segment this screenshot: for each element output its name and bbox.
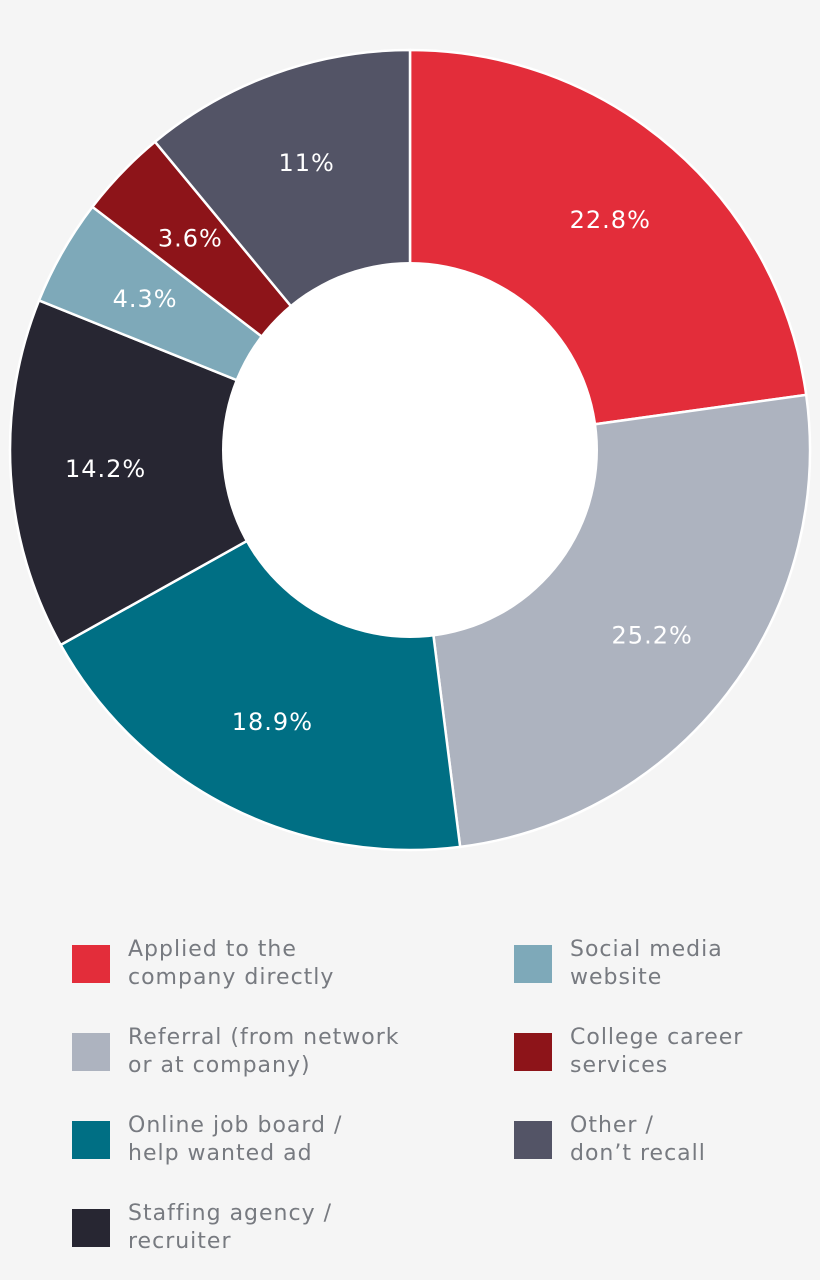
legend-label-line: services — [570, 1053, 669, 1078]
legend-label-line: Social media — [570, 937, 723, 962]
donut-hole — [222, 262, 598, 638]
slice-value-label: 18.9% — [232, 708, 313, 736]
legend-label-line: Applied to the — [128, 937, 297, 962]
slice-value-label: 14.2% — [65, 455, 146, 483]
legend-label: Online job board / help wanted ad — [128, 1112, 342, 1168]
legend-label: Referral (from network or at company) — [128, 1024, 400, 1080]
legend-label-line: Referral (from network — [128, 1025, 400, 1050]
legend-item: Staffing agency / recruiter — [72, 1200, 332, 1256]
legend-swatch — [514, 1121, 552, 1159]
legend-label-line: or at company) — [128, 1053, 311, 1078]
legend-label: College career services — [570, 1024, 743, 1080]
legend-label-line: website — [570, 965, 663, 990]
legend-item: Social media website — [514, 936, 723, 992]
slice-value-label: 4.3% — [113, 285, 178, 313]
legend-item: College career services — [514, 1024, 743, 1080]
legend-label-line: company directly — [128, 965, 335, 990]
legend-label-line: College career — [570, 1025, 744, 1050]
slice-value-label: 3.6% — [158, 224, 223, 252]
chart-slice-labels: 22.8% 25.2% 18.9% 14.2% 4.3% 3.6% 11% — [65, 149, 693, 736]
legend-swatch — [72, 1121, 110, 1159]
legend-label-line: recruiter — [128, 1229, 232, 1254]
legend-label-line: Staffing agency / — [128, 1201, 333, 1226]
legend-swatch — [72, 1033, 110, 1071]
slice-value-label: 11% — [279, 149, 335, 177]
legend-item: Referral (from network or at company) — [72, 1024, 400, 1080]
slice-value-label: 22.8% — [570, 206, 651, 234]
legend-item: Other / don’t recall — [514, 1112, 706, 1168]
legend-label: Other / don’t recall — [570, 1112, 706, 1168]
slice-value-label: 25.2% — [612, 621, 693, 649]
legend-label: Staffing agency / recruiter — [128, 1200, 332, 1256]
legend-item: Online job board / help wanted ad — [72, 1112, 342, 1168]
legend-label-line: Online job board / — [128, 1113, 343, 1138]
legend-label-line: help wanted ad — [128, 1141, 313, 1166]
donut-chart: 22.8% 25.2% 18.9% 14.2% 4.3% 3.6% 11% — [8, 48, 812, 852]
legend-item: Applied to the company directly — [72, 936, 334, 992]
legend-swatch — [72, 1209, 110, 1247]
legend-swatch — [514, 1033, 552, 1071]
legend-swatch — [514, 945, 552, 983]
legend-label: Social media website — [570, 936, 723, 992]
legend-label-line: Other / — [570, 1113, 654, 1138]
legend-label: Applied to the company directly — [128, 936, 334, 992]
legend-swatch — [72, 945, 110, 983]
legend-label-line: don’t recall — [570, 1141, 706, 1166]
pie-slice — [8, 298, 413, 647]
